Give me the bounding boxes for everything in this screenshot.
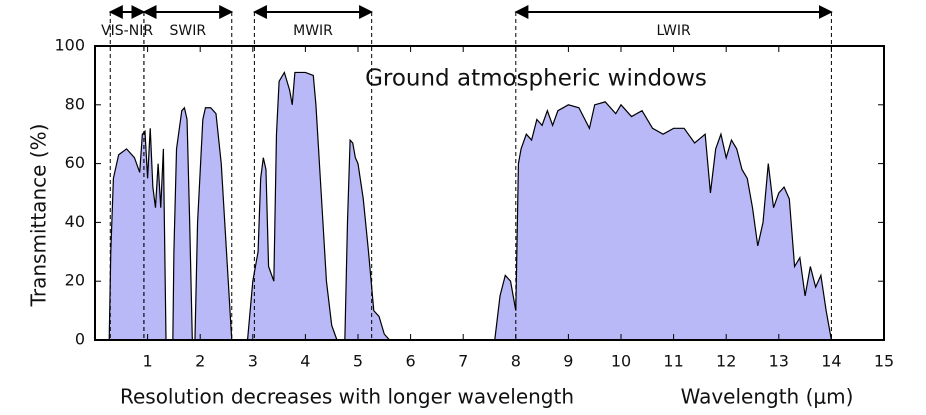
plot-frame: [94, 45, 885, 341]
annotation: Resolution decreases with longer wavelen…: [120, 385, 574, 409]
x-tick-label: 9: [563, 352, 573, 371]
x-tick-label: 11: [663, 352, 683, 371]
y-axis-label: Transmittance (%): [27, 124, 51, 308]
x-tick-label: 4: [300, 352, 310, 371]
x-tick-label: 3: [248, 352, 258, 371]
y-tick-label: 100: [54, 36, 85, 55]
band-label: MWIR: [293, 23, 333, 39]
x-tick-label: 13: [769, 352, 789, 371]
x-tick-label: 14: [821, 352, 841, 371]
x-tick-label: 15: [874, 352, 894, 371]
x-tick-label: 2: [195, 352, 205, 371]
band-label: VIS-NIR: [101, 23, 153, 39]
band-label: LWIR: [656, 23, 690, 39]
y-tick-label: 20: [65, 271, 85, 290]
x-tick-label: 8: [511, 352, 521, 371]
y-tick-label: 60: [65, 153, 85, 172]
y-tick-label: 40: [65, 212, 85, 231]
x-tick-label: 1: [143, 352, 153, 371]
y-tick-label: 80: [65, 94, 85, 113]
band-label: SWIR: [170, 23, 207, 39]
x-tick-label: 5: [353, 352, 363, 371]
x-tick-label: 12: [716, 352, 736, 371]
x-axis-label: Wavelength (μm): [681, 385, 854, 409]
x-tick-label: 6: [406, 352, 416, 371]
area: [108, 70, 833, 341]
x-tick-label: 10: [611, 352, 631, 371]
x-tick-label: 7: [458, 352, 468, 371]
y-tick-label: 0: [75, 330, 85, 349]
chart-title: Ground atmospheric windows: [365, 66, 707, 92]
